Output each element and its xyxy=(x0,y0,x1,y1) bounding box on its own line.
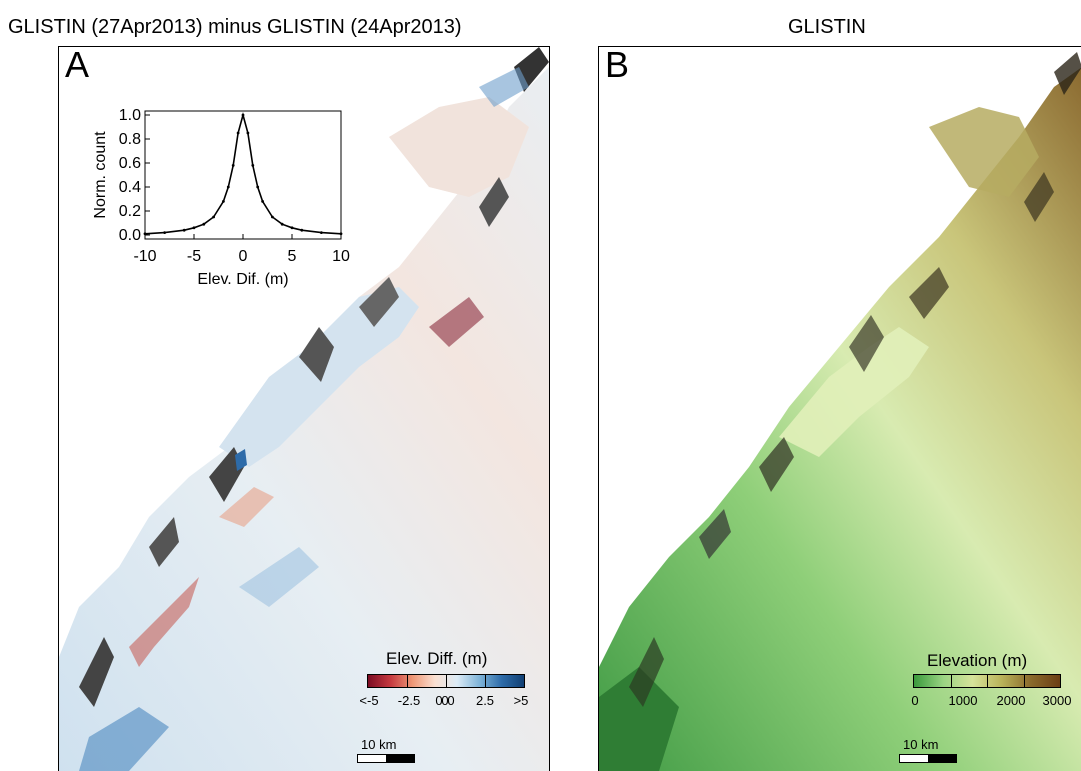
colorbar-divider xyxy=(950,675,952,687)
inset-y-tick-label: 0.0 xyxy=(119,227,141,244)
ridge-shadow xyxy=(699,509,731,559)
colorbar-tick-label: >5 xyxy=(513,693,529,708)
scale-bar-label: 10 km xyxy=(903,737,939,752)
colorbar-tick-label: 2.5 xyxy=(475,693,495,708)
histogram-point xyxy=(246,131,250,135)
inset-y-tick-label: 0.8 xyxy=(119,131,141,148)
inset-x-tick-label: -10 xyxy=(133,248,156,265)
panel-b-label: B xyxy=(605,46,630,85)
histogram-point xyxy=(320,231,323,234)
colorbar-tick-label: 2000 xyxy=(996,693,1026,708)
panel-b-map[interactable]: B Elevation (m) 0 1000 2000 3000 10 km xyxy=(598,46,1081,771)
colorbar-tick-label: -2.5 xyxy=(397,693,421,708)
glacier-surface-top xyxy=(389,97,529,197)
panel-a-map[interactable]: A 0.0 0.2 0.4 0.6 0.8 1.0 -10 -5 0 5 10 Norm. cou… xyxy=(58,46,550,771)
colorbar-divider xyxy=(1023,675,1025,687)
panel-b-title: GLISTIN xyxy=(788,16,866,38)
elevation-legend-title: Elevation (m) xyxy=(927,651,1028,670)
inset-x-tick-label: 10 xyxy=(332,248,350,265)
inset-x-tick-label: 0 xyxy=(239,248,248,265)
histogram-point xyxy=(290,226,294,230)
elev-diff-colorbar xyxy=(367,674,525,688)
inset-y-tick-label: 0.6 xyxy=(119,155,141,172)
elevation-difference-map xyxy=(59,47,549,771)
ridge-shadow xyxy=(629,637,664,707)
histogram-point xyxy=(256,185,260,189)
histogram-point xyxy=(182,228,186,232)
colorbar-tick-label: 0 xyxy=(435,693,443,708)
ridge-shadow xyxy=(359,277,399,327)
inset-y-tick-label: 0.2 xyxy=(119,203,141,220)
histogram-point xyxy=(300,228,304,232)
histogram-point xyxy=(261,200,264,203)
inset-frame xyxy=(144,110,342,240)
terrain-peak xyxy=(929,107,1039,197)
positive-change-area xyxy=(79,707,169,771)
histogram-point xyxy=(222,200,225,203)
inset-x-tick-label: 5 xyxy=(288,248,297,265)
positive-change-area xyxy=(479,67,529,107)
histogram-point xyxy=(143,232,147,236)
histogram-point xyxy=(251,164,255,167)
ridge-shadow xyxy=(79,637,114,707)
colorbar-tick-label: 3000 xyxy=(1042,693,1072,708)
histogram-inset: 0.0 0.2 0.4 0.6 0.8 1.0 -10 -5 0 5 10 Norm. count… xyxy=(92,107,350,288)
colorbar-tick-label: 0 xyxy=(447,693,455,708)
inset-x-tick-label: -5 xyxy=(187,248,201,265)
histogram-point xyxy=(231,164,235,167)
ridge-shadow xyxy=(849,315,884,372)
ridge-shadow xyxy=(299,327,334,382)
histogram-point xyxy=(271,215,274,219)
colorbar-tick-label: 0 xyxy=(441,693,449,708)
histogram-point xyxy=(192,226,196,230)
ridge-shadow xyxy=(759,437,794,492)
scale-bar-label: 10 km xyxy=(361,737,397,752)
ridge-shadow xyxy=(909,267,949,319)
colorbar-tick-label: 1000 xyxy=(948,693,978,708)
inset-y-tick-label: 1.0 xyxy=(119,107,141,124)
histogram-point xyxy=(241,113,245,117)
panel-a-title: GLISTIN (27Apr2013) minus GLISTIN (24Apr… xyxy=(8,16,462,38)
histogram-point xyxy=(236,131,240,135)
positive-change-area xyxy=(239,547,319,607)
inset-x-axis-label: Elev. Dif. (m) xyxy=(197,271,288,288)
colorbar-divider xyxy=(485,675,486,687)
histogram-point xyxy=(226,185,230,189)
panel-a-label: A xyxy=(65,46,90,85)
negative-change-area xyxy=(129,577,199,667)
inset-y-axis-label: Norm. count xyxy=(92,131,109,219)
ridge-shadow xyxy=(209,447,244,502)
histogram-point xyxy=(202,222,206,226)
histogram-point xyxy=(280,222,284,226)
histogram-point xyxy=(163,231,166,234)
terrain-highland xyxy=(779,327,929,457)
terrain-lowland xyxy=(599,667,679,771)
ridge-shadow xyxy=(149,517,179,567)
scale-bar xyxy=(899,754,957,763)
elevation-colorbar xyxy=(913,674,1061,688)
elevation-map xyxy=(599,52,1081,771)
ridge-shadow xyxy=(1024,172,1054,222)
colorbar-tick-label: 0 xyxy=(911,693,919,708)
ridge-shadow xyxy=(479,177,509,227)
negative-change-area xyxy=(219,487,274,527)
scale-bar xyxy=(357,754,415,763)
colorbar-tick-label: <-5 xyxy=(359,693,379,708)
elev-diff-legend-title: Elev. Diff. (m) xyxy=(386,649,488,668)
ridge-shadow xyxy=(1054,52,1081,95)
colorbar-divider xyxy=(446,675,447,687)
colorbar-divider xyxy=(407,675,408,687)
histogram-point xyxy=(212,215,215,219)
inset-y-tick-label: 0.4 xyxy=(119,179,141,196)
colorbar-divider xyxy=(987,675,988,687)
positive-change-area xyxy=(235,449,247,471)
histogram-point xyxy=(339,232,343,236)
negative-change-area xyxy=(429,297,484,347)
